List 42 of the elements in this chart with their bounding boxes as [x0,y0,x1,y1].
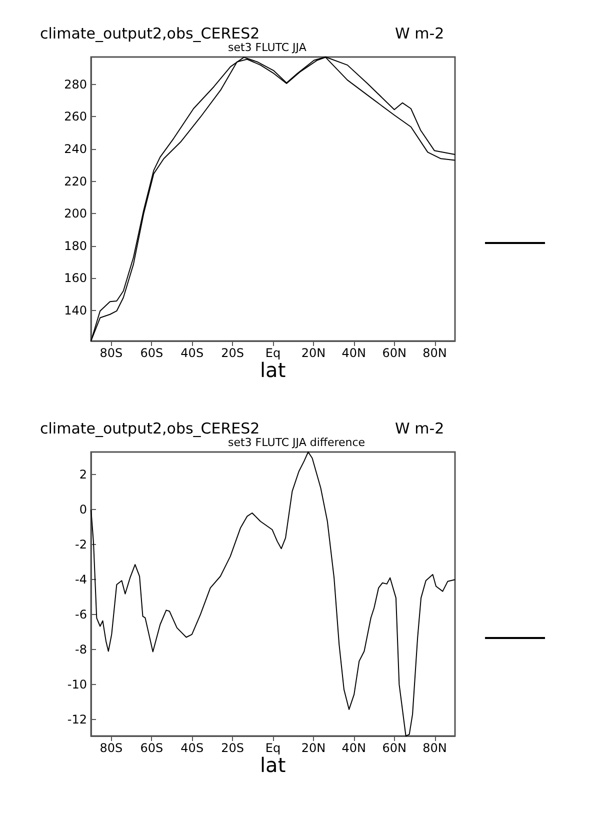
y-tick-label: -2 [75,538,87,552]
y-tick-label: 2 [79,468,87,482]
y-tick-label: 240 [64,142,87,156]
x-tick-label: 80S [100,741,123,755]
chart-title: climate_output2,obs_CERES2 [40,24,260,42]
y-axis-title: W m-2 [395,24,444,42]
x-tick-label: 60N [382,741,406,755]
y-tick-label: 200 [64,206,87,221]
x-tick-label: 60N [382,346,406,360]
x-tick-label: 20S [221,346,244,360]
chart-subtitle: set3 FLUTC JJA difference [228,436,366,449]
x-tick-label: 20N [301,346,326,360]
y-tick-label: 140 [64,303,87,318]
y-tick-label: 280 [64,77,87,92]
x-tick-label: 80N [422,741,447,755]
y-tick-label: 160 [64,271,87,286]
y-tick-label: -12 [67,712,87,726]
x-tick-label: 60S [140,346,164,360]
chart-title: climate_output2,obs_CERES2 [40,420,260,438]
x-tick-label: 20S [221,741,244,755]
x-axis-title: lat [260,753,286,777]
x-tick-label: Eq [265,741,281,755]
chart-subtitle: set3 FLUTC JJA [228,41,307,54]
y-axis-title: W m-2 [395,420,444,438]
y-tick-label: 220 [64,174,87,188]
y-tick-label: -4 [75,572,87,587]
y-tick-label: 180 [64,238,87,253]
x-tick-label: 40S [180,346,204,360]
y-tick-label: 260 [64,110,87,124]
x-tick-label: Eq [265,346,281,360]
y-tick-label: -6 [75,608,87,622]
x-tick-label: 20N [301,741,326,755]
y-tick-label: 0 [79,502,87,517]
x-tick-label: 40N [342,741,366,755]
x-tick-label: 80S [100,346,123,360]
x-axis-title: lat [260,358,286,382]
x-tick-label: 40S [180,741,204,755]
x-tick-label: 80N [422,346,447,360]
x-tick-label: 60S [140,741,164,755]
y-tick-label: -10 [67,677,87,692]
y-tick-label: -8 [75,642,87,656]
x-tick-label: 40N [342,346,366,360]
